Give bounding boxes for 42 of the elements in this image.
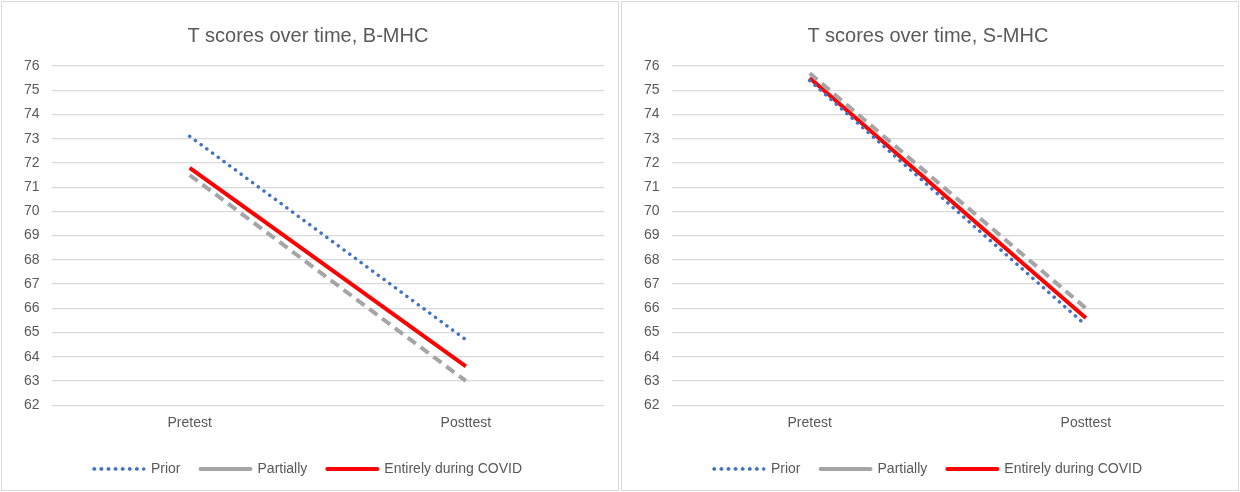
y-tick-label: 69 [23,226,40,243]
y-tick-label: 68 [643,250,660,267]
y-tick-label: 64 [643,347,660,364]
y-tick-label: 72 [643,153,660,170]
y-tick-label: 72 [23,153,40,170]
y-tick-label: 70 [643,202,660,219]
y-tick-label: 73 [23,129,40,146]
x-tick-label: Pretest [167,414,212,431]
x-tick-label: Posttest [1060,414,1112,431]
chart-title: T scores over time, B-MHC [187,23,429,46]
y-tick-label: 65 [23,323,40,340]
y-tick-label: 73 [643,129,660,146]
legend-label: Partially [257,459,308,476]
legend-label: Entirely during COVID [384,459,523,476]
y-tick-label: 66 [23,299,40,316]
y-tick-label: 76 [23,56,40,73]
legend-label: Prior [770,459,801,476]
y-tick-label: 62 [23,396,40,413]
y-tick-label: 74 [23,105,40,122]
y-tick-label: 71 [23,178,40,194]
y-tick-label: 75 [643,81,660,98]
y-tick-label: 62 [643,396,660,413]
legend-label: Entirely during COVID [1004,459,1143,476]
legend-label: Prior [150,459,181,476]
y-tick-label: 74 [643,105,660,122]
y-tick-label: 67 [643,274,660,291]
y-tick-label: 67 [23,274,40,291]
y-tick-label: 76 [643,56,660,73]
legend-label: Partially [877,459,928,476]
y-tick-label: 65 [643,323,660,340]
y-tick-label: 75 [23,81,40,98]
y-tick-label: 69 [643,226,660,243]
chart-title: T scores over time, S-MHC [807,23,1049,46]
y-tick-label: 68 [23,250,40,267]
y-tick-label: 63 [643,371,660,388]
y-tick-label: 71 [643,178,660,194]
x-tick-label: Pretest [787,414,832,431]
y-tick-label: 64 [23,347,40,364]
y-tick-label: 66 [643,299,660,316]
x-tick-label: Posttest [440,414,492,431]
y-tick-label: 70 [23,202,40,219]
y-tick-label: 63 [23,371,40,388]
